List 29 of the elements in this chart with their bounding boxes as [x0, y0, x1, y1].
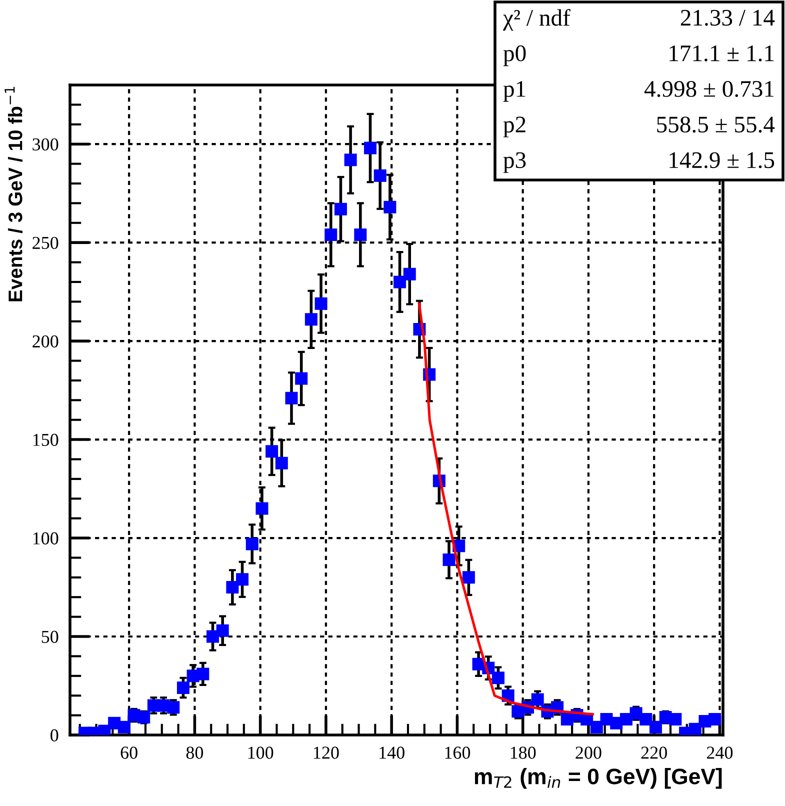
text: 171.1 ± 1.1: [670, 45, 774, 62]
x-tick-label: 100: [248, 746, 274, 759]
text: χ² / ndf: [502, 8, 570, 31]
y-axis-title: Events / 3 GeV / 10 fb$^{−1}$: [4, 86, 22, 302]
annotation: 558.5 ± 55.4: [657, 116, 775, 133]
x-tick-label: 220: [641, 746, 667, 759]
x-tick-label: 120: [314, 746, 339, 759]
annotation: p2: [503, 116, 526, 138]
text: p0: [503, 45, 526, 66]
annotation: 142.9 ± 1.5: [670, 152, 774, 168]
y-tick-label: 0: [50, 729, 58, 742]
x-tick-label: 160: [445, 746, 470, 759]
annotation: 4.998 ± 0.731: [644, 80, 774, 98]
x-tick-label: 180: [510, 746, 536, 759]
annotation: p3: [503, 152, 526, 173]
y-tick-label: 300: [32, 138, 58, 151]
y-tick-label: 100: [33, 532, 58, 544]
x-tick-label: 240: [706, 746, 733, 759]
x-tick-label: 200: [576, 746, 602, 759]
x-axis-title: m$_{T2}$ (m$_{in}$ = 0 GeV) [GeV]: [474, 768, 722, 789]
x-tick-label: 140: [380, 746, 404, 759]
x-tick-label: 60: [120, 746, 138, 759]
y-tick-label: 150: [33, 434, 58, 446]
y-tick-label: 250: [32, 236, 58, 250]
text: 21.33 / 14: [680, 10, 775, 26]
y-tick-label: 50: [42, 630, 58, 643]
x-tick-label: 80: [186, 746, 204, 759]
y-tick-label: 200: [32, 335, 58, 348]
annotation: p1: [503, 81, 526, 102]
